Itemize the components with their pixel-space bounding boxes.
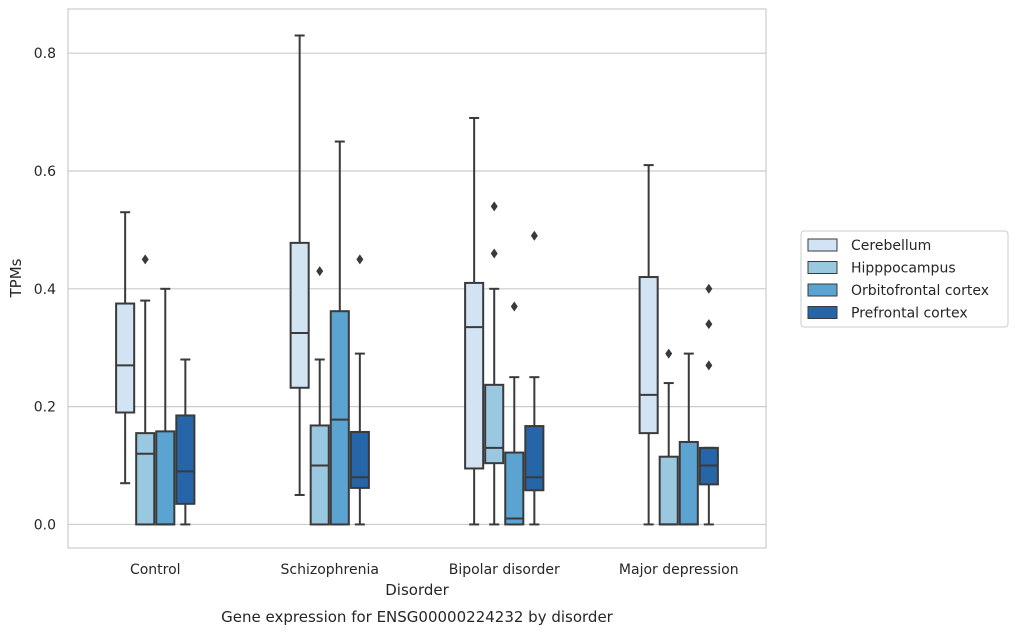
box-prefrontal-cortex bbox=[349, 254, 370, 526]
outlier-point bbox=[490, 201, 498, 212]
box-iqr bbox=[289, 241, 310, 389]
x-tick-label: Control bbox=[130, 562, 181, 578]
x-tick-labels: Control Schizophrenia Bipolar disorder Majo… bbox=[130, 562, 739, 578]
box-iqr bbox=[658, 455, 679, 526]
box-hipppocampus bbox=[135, 254, 156, 526]
outlier-point bbox=[141, 254, 149, 265]
box-iqr bbox=[309, 424, 330, 526]
box-cerebellum bbox=[115, 211, 136, 485]
y-tick-labels: 0.0 0.2 0.4 0.6 0.8 bbox=[34, 46, 56, 533]
box-iqr bbox=[329, 310, 350, 526]
box-hipppocampus bbox=[484, 201, 505, 526]
legend-label: Orbitofrontal cortex bbox=[851, 283, 989, 299]
x-axis-label: Disorder bbox=[385, 581, 449, 599]
y-axis-label: TPMs bbox=[7, 258, 25, 298]
y-tick-label: 0.0 bbox=[34, 517, 56, 533]
outlier-point bbox=[705, 283, 713, 294]
box-iqr bbox=[484, 383, 505, 465]
outlier-point bbox=[705, 360, 713, 371]
box-orbitofrontal-cortex bbox=[155, 287, 176, 526]
legend-label: Cerebellum bbox=[851, 238, 931, 254]
chart-caption: Gene expression for ENSG00000224232 by d… bbox=[221, 608, 614, 626]
box-cerebellum bbox=[289, 34, 310, 496]
box-iqr bbox=[115, 302, 136, 414]
outlier-point bbox=[356, 254, 364, 265]
box-orbitofrontal-cortex bbox=[678, 352, 699, 526]
legend-label: Prefrontal cortex bbox=[851, 306, 968, 322]
box-prefrontal-cortex bbox=[698, 283, 719, 526]
outlier-point bbox=[490, 248, 498, 259]
outlier-point bbox=[665, 348, 673, 359]
y-tick-label: 0.4 bbox=[34, 282, 56, 298]
legend: Cerebellum Hipppocampus Orbitofrontal cort… bbox=[800, 230, 1009, 328]
outlier-point bbox=[705, 319, 713, 330]
box-prefrontal-cortex bbox=[175, 358, 196, 526]
plot-frame bbox=[67, 8, 767, 549]
outlier-point bbox=[316, 266, 324, 277]
legend-frame bbox=[800, 230, 1009, 328]
y-tick-label: 0.2 bbox=[34, 400, 56, 416]
box-iqr bbox=[678, 440, 699, 526]
box-cerebellum bbox=[464, 116, 485, 526]
x-tick-label: Bipolar disorder bbox=[449, 562, 560, 578]
box-iqr bbox=[155, 430, 176, 526]
box-iqr bbox=[349, 430, 370, 489]
box-iqr bbox=[175, 414, 196, 505]
outlier-point bbox=[530, 230, 538, 241]
box-iqr bbox=[638, 276, 659, 435]
box-iqr bbox=[524, 425, 545, 492]
box-iqr bbox=[135, 432, 156, 526]
outlier-point bbox=[510, 301, 518, 312]
y-tick-label: 0.8 bbox=[34, 46, 56, 62]
box-hipppocampus bbox=[658, 348, 679, 526]
legend-label: Hipppocampus bbox=[851, 261, 956, 277]
box-orbitofrontal-cortex bbox=[329, 140, 350, 526]
legend-swatch bbox=[807, 306, 838, 319]
box-iqr bbox=[464, 281, 485, 470]
legend-swatch bbox=[807, 283, 838, 297]
box-hipppocampus bbox=[309, 266, 330, 526]
box-orbitofrontal-cortex bbox=[504, 301, 525, 526]
legend-swatch bbox=[807, 261, 838, 274]
x-tick-label: Schizophrenia bbox=[281, 562, 379, 578]
box-iqr bbox=[504, 451, 525, 526]
x-tick-label: Major depression bbox=[619, 562, 739, 578]
y-tick-label: 0.6 bbox=[34, 164, 56, 180]
box-groups bbox=[115, 34, 719, 526]
legend-swatch bbox=[807, 238, 838, 252]
box-prefrontal-cortex bbox=[524, 230, 545, 526]
box-cerebellum bbox=[638, 164, 659, 526]
